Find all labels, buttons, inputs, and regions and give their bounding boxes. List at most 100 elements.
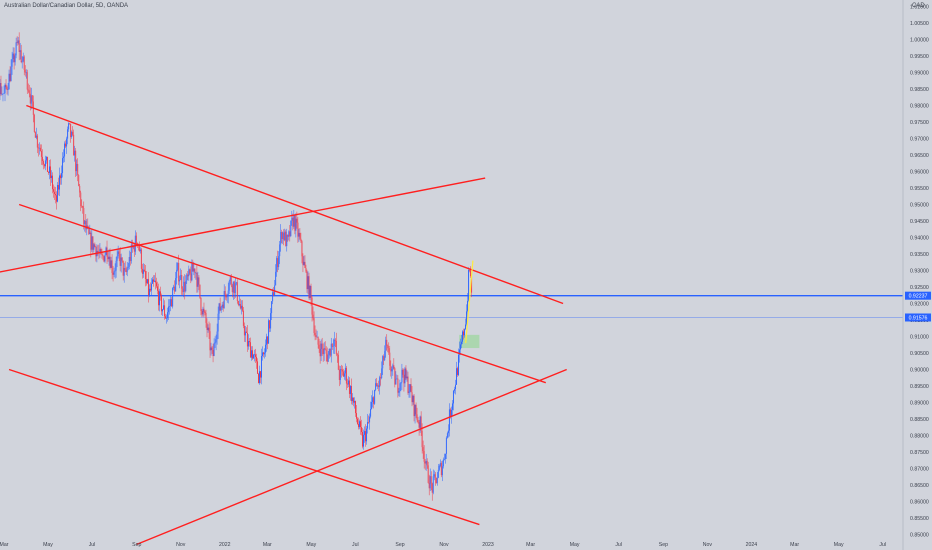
candle [427, 461, 429, 484]
candle [8, 69, 10, 90]
candle [422, 440, 424, 459]
candle [47, 171, 49, 175]
candle [156, 277, 157, 289]
candle-body [113, 271, 115, 275]
candle-body [52, 175, 53, 190]
candle [207, 324, 209, 333]
candle-body [171, 299, 173, 307]
x-tick-label: Jul [352, 542, 359, 548]
candle-body [38, 147, 40, 149]
candle-body [166, 318, 168, 319]
candle-body [170, 299, 172, 306]
trendline[interactable] [8, 368, 480, 526]
candle [330, 337, 332, 363]
candle [304, 255, 306, 269]
candle-body [430, 476, 432, 484]
x-tick-label: Mar [0, 542, 9, 548]
candle-body [23, 56, 25, 70]
candle-body [165, 316, 167, 319]
candle-body [332, 345, 334, 347]
candle-body [238, 303, 240, 305]
candle-body [368, 422, 370, 423]
candle-body [190, 273, 192, 281]
candle [70, 123, 72, 143]
candle [399, 379, 401, 397]
trendline[interactable] [0, 177, 486, 280]
time-axis[interactable]: Mar May Jul Sep Nov 2022 Mar May Jul Sep Nov 2023 Ma… [0, 542, 886, 548]
y-tick-label: 0.93000 [910, 269, 929, 275]
candle [305, 264, 307, 274]
candle-body [363, 434, 364, 447]
candle-body [348, 380, 350, 394]
candle [329, 348, 331, 358]
candle-body [470, 270, 472, 277]
candle-body [28, 90, 30, 94]
candle-body [273, 292, 275, 296]
candle-body [308, 276, 310, 299]
candle [340, 364, 342, 378]
candle [306, 269, 308, 293]
candle [462, 330, 463, 345]
candle-body [142, 269, 144, 274]
candle-body [218, 303, 220, 314]
candle-body [295, 218, 297, 231]
candle-body [330, 343, 332, 356]
trendline[interactable] [136, 368, 567, 546]
candle-body [151, 283, 152, 291]
candle [247, 334, 249, 350]
candle-body [138, 245, 140, 252]
y-tick-label: 0.99000 [910, 71, 929, 77]
candle [187, 271, 189, 281]
price-label-box [905, 313, 931, 322]
candle-body [246, 332, 248, 347]
candle-body [292, 217, 294, 227]
trendlines-layer[interactable] [0, 104, 567, 546]
candle-body [240, 305, 242, 309]
trendline[interactable] [18, 203, 546, 384]
candle-body [432, 476, 434, 493]
x-tick-label: 2024 [746, 542, 758, 548]
candle [101, 248, 103, 259]
candle [266, 333, 268, 352]
candle-body [155, 280, 156, 283]
candle-body [36, 135, 38, 148]
candle-body [110, 260, 112, 268]
candle [431, 482, 433, 501]
candle [253, 353, 254, 359]
candle [0, 75, 2, 97]
candle [76, 159, 78, 176]
candle [465, 318, 467, 331]
candle [364, 426, 366, 443]
candle [319, 340, 321, 364]
candle [350, 378, 352, 405]
y-tick-label: 1.00000 [910, 38, 929, 44]
candle-body [466, 311, 468, 325]
candle-body [331, 343, 333, 347]
candle [27, 83, 29, 93]
y-tick-label: 0.90500 [910, 351, 929, 357]
candle-body [99, 248, 101, 253]
candle-body [447, 430, 449, 434]
candle-body [366, 428, 368, 442]
candle-body [235, 282, 237, 284]
candle [236, 279, 238, 304]
candle [203, 302, 205, 318]
candle [54, 186, 55, 200]
candle [321, 337, 323, 356]
candle [89, 224, 91, 235]
candle-body [290, 220, 292, 237]
candle-body [216, 331, 218, 340]
candle [273, 286, 275, 297]
trendline[interactable] [26, 104, 564, 305]
candle [31, 95, 33, 108]
candle [294, 214, 296, 235]
candle-body [256, 356, 257, 362]
y-tick-label: 0.94500 [910, 219, 929, 225]
candle-body [438, 465, 440, 470]
candle-body [351, 397, 353, 402]
candle-body [237, 300, 239, 305]
candle-body [17, 40, 19, 43]
candle-body [213, 343, 215, 357]
y-tick-label: 0.85500 [910, 516, 929, 522]
